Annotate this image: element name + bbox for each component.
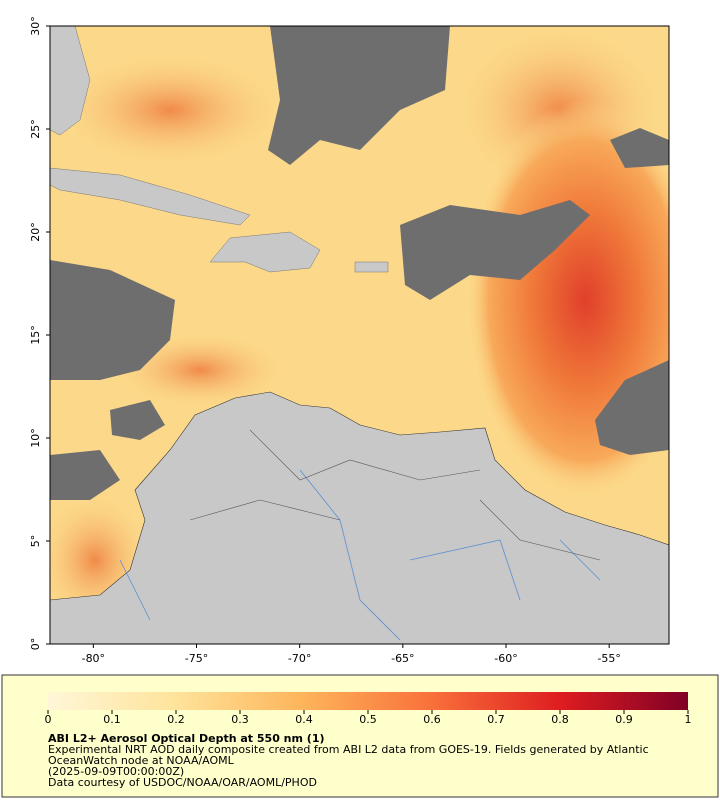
x-tick-label: -55° (597, 652, 620, 665)
x-tick-label: -65° (391, 652, 414, 665)
legend-title: ABI L2+ Aerosol Optical Depth at 550 nm … (48, 732, 325, 745)
colorbar-tick-label: 0 (45, 713, 52, 726)
colorbar-tick-label: 1 (685, 713, 692, 726)
colorbar-tick-label: 0.5 (359, 713, 377, 726)
legend-line: OceanWatch node at NOAA/AOML (48, 754, 235, 767)
colorbar-tick-label: 0.4 (295, 713, 313, 726)
y-tick-label: 15° (29, 325, 42, 345)
colorbar-tick-label: 0.6 (423, 713, 441, 726)
y-tick-label: 5° (29, 535, 42, 548)
colorbar-tick-label: 0.1 (103, 713, 121, 726)
y-tick-label: 25° (29, 119, 42, 139)
y-tick-label: 20° (29, 222, 42, 242)
colorbar (48, 692, 688, 710)
colorbar-tick-label: 0.2 (167, 713, 185, 726)
colorbar-tick-label: 0.9 (615, 713, 633, 726)
x-tick-label: -80° (82, 652, 105, 665)
x-tick-label: -70° (288, 652, 311, 665)
legend-line: Experimental NRT AOD daily composite cre… (48, 743, 649, 756)
legend-line: (2025-09-09T00:00:00Z) (48, 765, 184, 778)
colorbar-tick-label: 0.3 (231, 713, 249, 726)
map-image (50, 26, 669, 644)
x-tick-label: -75° (185, 652, 208, 665)
x-tick-label: -60° (494, 652, 517, 665)
y-tick-label: 0° (29, 638, 42, 651)
colorbar-tick-label: 0.7 (487, 713, 505, 726)
y-tick-label: 30° (29, 16, 42, 36)
y-tick-label: 10° (29, 428, 42, 448)
legend-line: Data courtesy of USDOC/NOAA/OAR/AOML/PHO… (48, 776, 317, 789)
colorbar-tick-label: 0.8 (551, 713, 569, 726)
